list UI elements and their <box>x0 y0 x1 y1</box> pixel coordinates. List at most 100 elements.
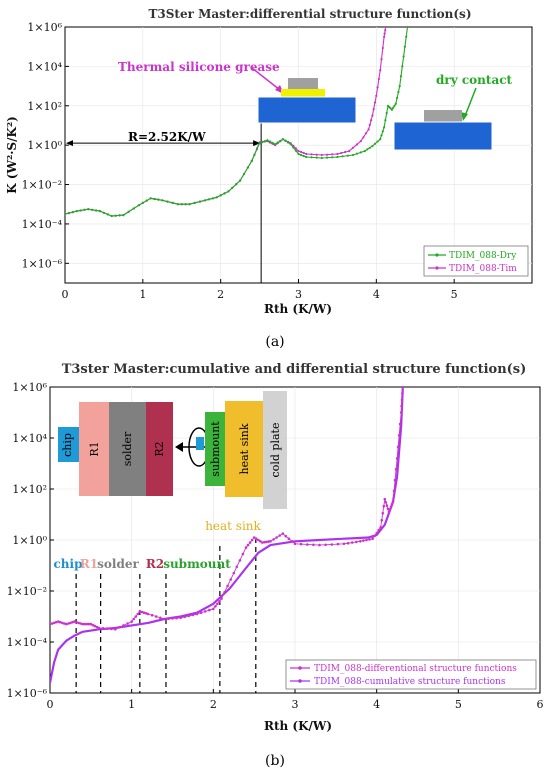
series-a-tim-point <box>297 150 300 153</box>
series-b-differential-point <box>130 620 133 623</box>
series-a-dry-point <box>402 55 405 58</box>
series-a-dry-point <box>79 209 82 212</box>
series-b-differential-point <box>65 622 68 626</box>
caption-a: (a) <box>265 334 284 350</box>
series-b-differential-point <box>261 541 264 544</box>
series-b-differential-point <box>398 422 402 426</box>
series-a-tim-point <box>364 132 368 135</box>
r-arrow-left <box>66 140 73 147</box>
series-a-dry-point <box>95 209 98 212</box>
series-a-dry-point <box>127 210 130 213</box>
caption-b: (b) <box>265 753 285 769</box>
series-b-differential-point <box>114 628 117 631</box>
series-a-tim-point <box>340 151 343 155</box>
series-b-differential-point <box>54 620 58 624</box>
series-a-tim-point <box>380 58 383 61</box>
series-b-differential-point <box>371 537 374 540</box>
series-a-dry-point <box>118 214 121 217</box>
series-b-differential-point <box>386 507 390 511</box>
series-a-dry-point <box>394 102 397 105</box>
series-a-dry-point <box>383 126 386 129</box>
chart-b-x-tick-label: 1 <box>128 698 135 711</box>
series-b-differential-point <box>61 621 64 625</box>
series-b-differential-point <box>312 543 315 547</box>
series-b-differential-point <box>150 613 154 617</box>
series-a-dry-point <box>180 203 183 206</box>
dry-contact-arrowhead <box>461 112 468 121</box>
series-a-dry-point <box>207 198 211 201</box>
series-a-dry-point <box>305 155 308 159</box>
series-a-dry-point <box>368 146 371 149</box>
chart-b-x-tick-label: 0 <box>47 698 54 711</box>
stack-solder-block <box>109 402 146 496</box>
series-b-differential-point <box>389 505 393 509</box>
series-a-dry-point <box>255 148 259 151</box>
chart-a-y-tick-label: 1×10⁻⁶ <box>22 257 63 270</box>
series-b-differential-point <box>71 620 74 624</box>
series-b-differential-point <box>382 504 386 508</box>
series-b-differential-point <box>400 398 404 402</box>
series-b-differential-point <box>281 532 285 535</box>
series-b-differential-point <box>226 584 229 588</box>
series-b-differential-point <box>401 392 404 395</box>
series-a-dry-point <box>302 154 305 158</box>
series-a-dry-point <box>157 198 160 201</box>
series-b-differential-point <box>136 612 140 616</box>
stack-cold-plate-block <box>263 391 287 509</box>
series-a-dry-point <box>75 210 78 213</box>
chart-b-ticks: 0 1 2 3 4 5 6 1×10⁻⁶ 1×10⁻⁴ 1×10⁻² 1×10⁰ 1×10² 1×10⁴… <box>7 381 544 711</box>
series-a-tim-point <box>315 153 318 156</box>
series-a-dry-point <box>396 96 399 99</box>
legend-a-dry-marker <box>435 253 439 257</box>
stack-submount-label: submount <box>209 421 222 477</box>
series-a-dry-line <box>65 27 409 217</box>
chart-b-y-tick-label: 1×10⁴ <box>12 432 47 445</box>
chart-b-y-tick-label: 1×10⁻⁴ <box>7 636 48 649</box>
series-b-differential-point <box>63 622 66 625</box>
series-a-dry-point <box>171 201 174 204</box>
series-b-differential-point <box>275 536 278 539</box>
series-a-dry-point <box>132 207 135 210</box>
chart-a-legend-box <box>423 245 529 277</box>
series-b-differential-point <box>393 478 397 482</box>
chart-a-legend: TDIM_088-Dry TDIM_088-Tim <box>423 245 529 277</box>
series-b-differential-point <box>146 612 150 616</box>
thermal-grease-label: Thermal silicone grease <box>118 60 280 74</box>
series-a-dry-point <box>294 149 297 152</box>
series-a-dry-point <box>363 150 366 153</box>
series-a-tim-point <box>367 128 370 131</box>
series-a-dry-point <box>98 210 102 213</box>
series-a-dry-point <box>366 148 369 151</box>
series-b-differential-point <box>267 540 270 543</box>
series-a-dry-point <box>359 151 362 154</box>
series-a-dry-point <box>253 153 256 157</box>
series-b-differential-point <box>385 504 389 507</box>
series-b-differential-point <box>269 540 272 543</box>
series-a-tim-point <box>370 119 373 122</box>
series-a-dry-point <box>300 153 303 157</box>
chart-a-ticks: 0 1 2 3 4 5 1×10⁻⁶ 1×10⁻⁴ 1×10⁻² 1×10⁰ 1×10² 1×10⁴ 1… <box>22 21 458 301</box>
chart-b-x-axis-label: Rth (K/W) <box>264 719 332 733</box>
stack-chip-small-block <box>196 437 204 450</box>
series-a-dry-point <box>137 204 140 207</box>
series-a-dry-point <box>284 139 287 142</box>
series-b-differential-point <box>183 615 187 619</box>
chart-a-x-axis-label: Rth (K/W) <box>264 302 332 316</box>
series-b-differential-point <box>191 613 195 617</box>
stack-connector-arrowhead <box>175 442 183 452</box>
series-b-differential-point <box>381 511 385 515</box>
chart-a-y-tick-label: 1×10⁶ <box>27 21 62 34</box>
series-b-differential-point <box>350 541 354 544</box>
series-a-dry-point <box>242 172 246 176</box>
chart-b-x-tick-label: 6 <box>537 698 544 711</box>
series-a-dry-point <box>384 119 387 122</box>
chart-b-y-tick-label: 1×10⁻² <box>7 585 47 598</box>
r-value-label: R=2.52K/W <box>128 130 206 144</box>
series-b-differential-point <box>79 622 82 625</box>
series-b-differential-point <box>399 411 403 414</box>
series-b-differential-point <box>132 617 135 621</box>
series-a-dry-point <box>268 140 272 143</box>
series-b-differential-point <box>50 622 54 625</box>
stack-chip-block <box>58 427 79 462</box>
series-a-tim-point <box>371 114 374 117</box>
